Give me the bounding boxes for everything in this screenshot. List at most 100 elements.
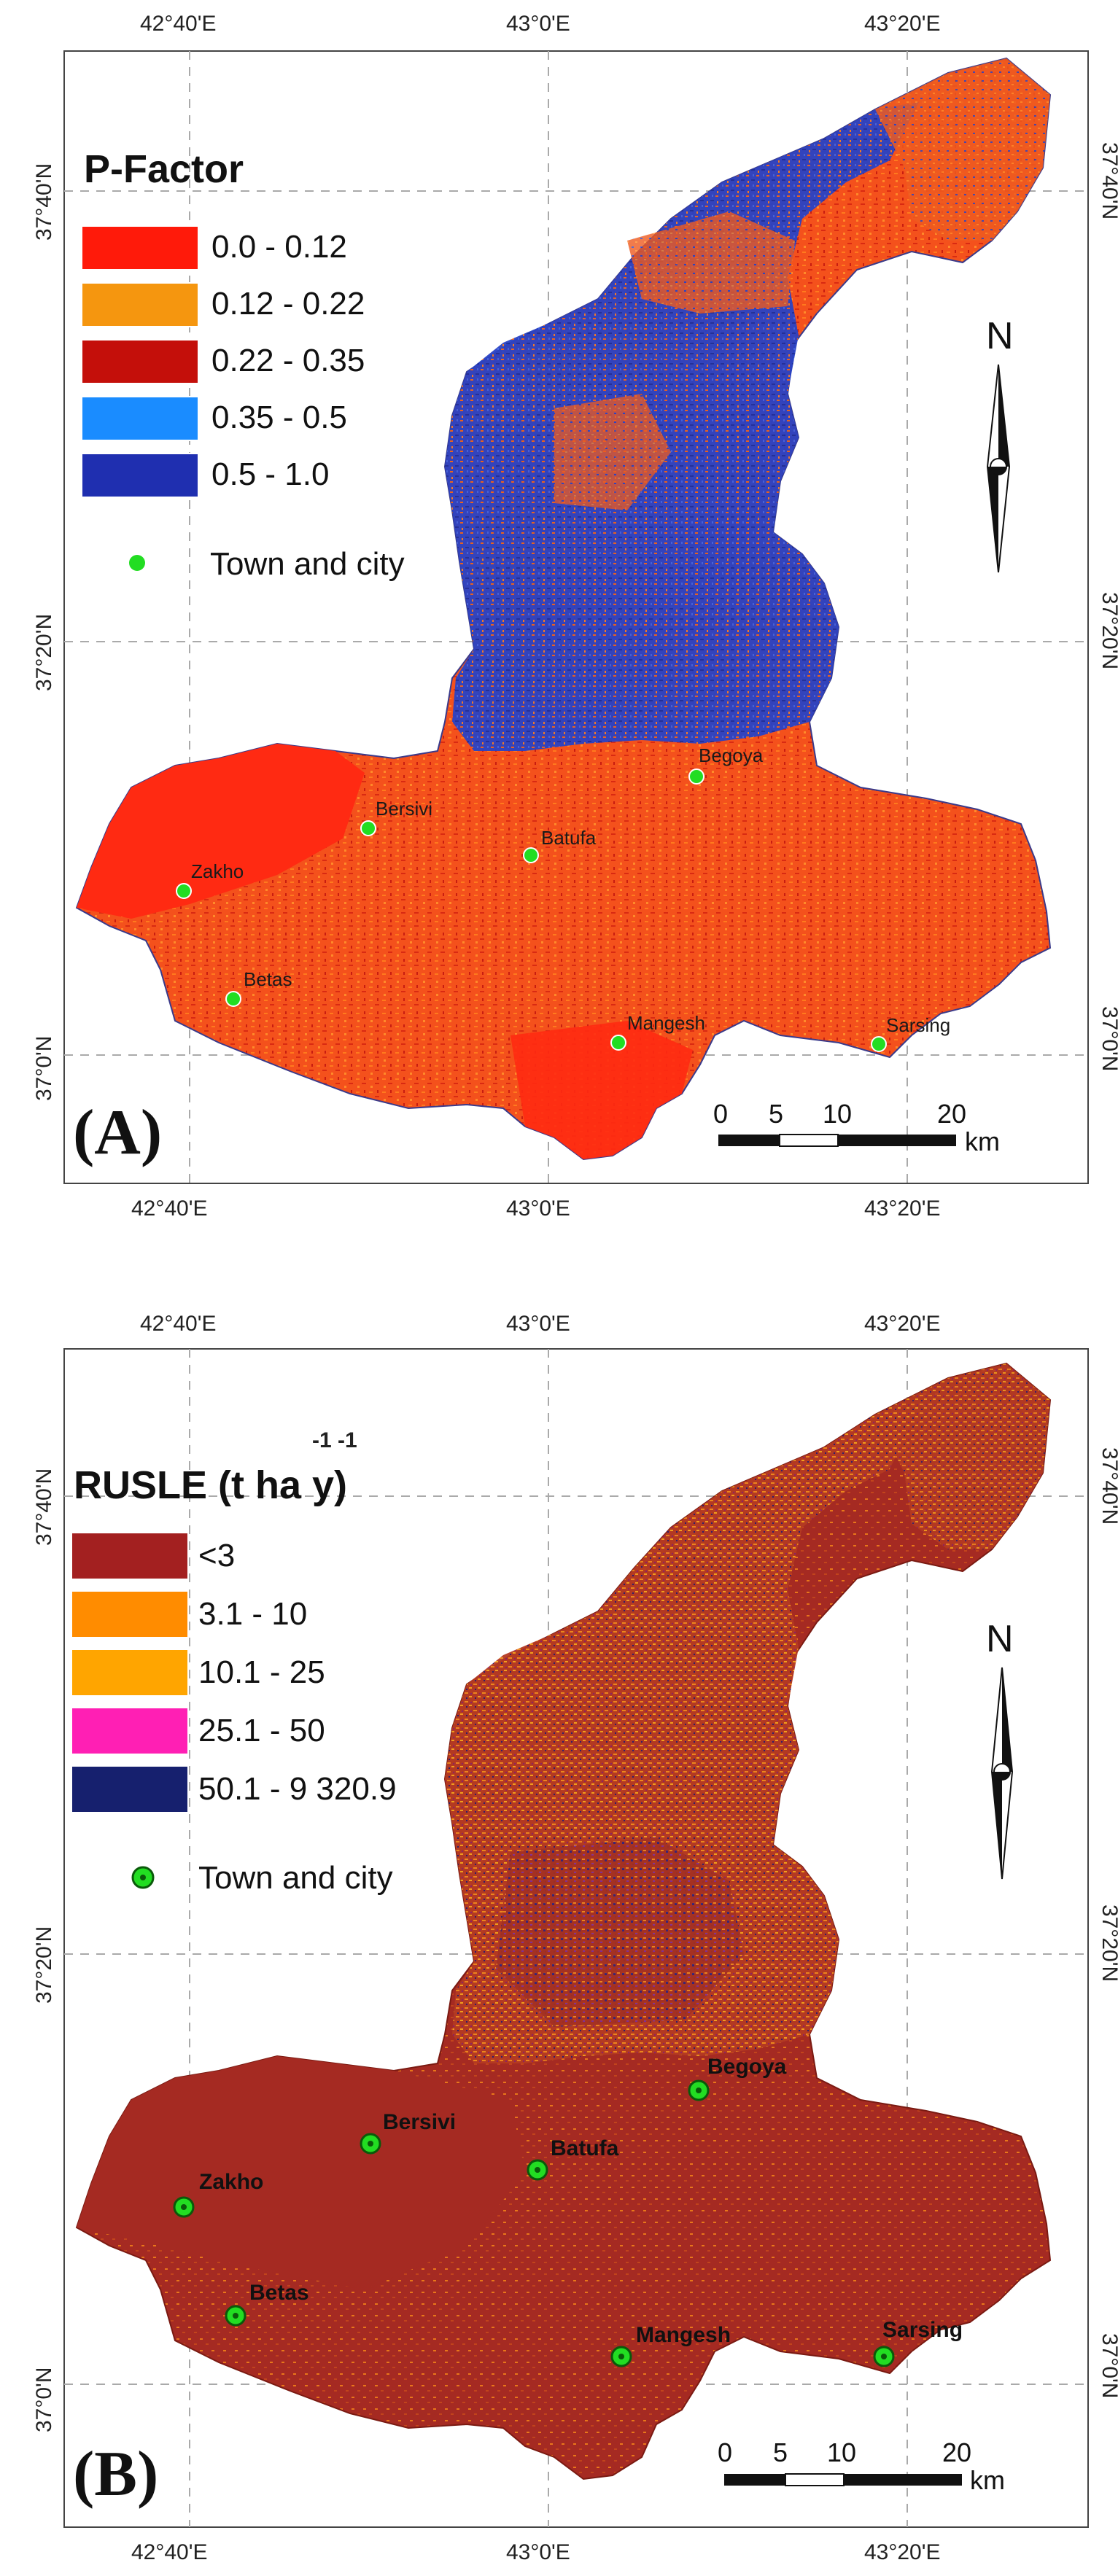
scale-unit: km bbox=[965, 1126, 1000, 1156]
towns-layer: Begoya Bersivi Batufa Zakho Betas bbox=[173, 2055, 963, 2367]
legend-swatch bbox=[81, 339, 199, 384]
legend-town-entry: Town and city bbox=[129, 546, 405, 582]
axis-labels: 42°40'E 43°0'E 43°20'E 42°40'E 43°0'E 43… bbox=[32, 12, 1118, 1221]
legend-swatch bbox=[81, 282, 199, 327]
town-sarsing[interactable]: Sarsing bbox=[871, 1014, 950, 1052]
town-label: Zakho bbox=[199, 2170, 263, 2194]
legend-title: RUSLE (t ha y) bbox=[74, 1463, 347, 1507]
lat-tick-right: 37°0'N bbox=[1098, 1006, 1118, 1071]
legend-town-label: Town and city bbox=[210, 546, 405, 582]
axis-labels: 42°40'E 43°0'E 43°20'E 42°40'E 43°0'E 43… bbox=[32, 1312, 1118, 2564]
towns-layer: Begoya Bersivi Batufa Zakho Betas Manges… bbox=[176, 744, 950, 1052]
legend-label: 0.35 - 0.5 bbox=[211, 400, 347, 435]
panel-a-svg: Begoya Bersivi Batufa Zakho Betas Manges… bbox=[32, 12, 1118, 1221]
town-marker-icon bbox=[225, 991, 241, 1007]
lon-tick-top: 43°0'E bbox=[506, 12, 570, 36]
town-betas[interactable]: Betas bbox=[225, 2281, 309, 2327]
legend: RUSLE (t ha y) -1 -1 <3 3.1 - 10 10.1 - 25… bbox=[71, 1428, 397, 1896]
town-label: Sarsing bbox=[886, 1014, 950, 1036]
legend-town-label: Town and city bbox=[198, 1860, 393, 1896]
lat-tick-right: 37°40'N bbox=[1098, 142, 1118, 219]
lon-tick-top: 43°20'E bbox=[864, 1312, 940, 1336]
lat-tick-left: 37°20'N bbox=[32, 1926, 56, 2004]
legend-swatch bbox=[71, 1707, 189, 1755]
town-label: Betas bbox=[249, 2281, 309, 2305]
town-marker-icon bbox=[129, 555, 145, 571]
legend-swatch bbox=[81, 225, 199, 271]
lon-tick-bottom: 42°40'E bbox=[131, 2540, 207, 2564]
scale-label: 20 bbox=[942, 2437, 971, 2467]
panel-label: (B) bbox=[73, 2439, 158, 2510]
basin-raster bbox=[75, 57, 1052, 1161]
town-bersivi[interactable]: Bersivi bbox=[360, 798, 432, 836]
lon-tick-bottom: 42°40'E bbox=[131, 1196, 207, 1221]
lon-tick-top: 42°40'E bbox=[140, 12, 216, 36]
legend-label: 10.1 - 25 bbox=[198, 1654, 325, 1690]
lat-tick-left: 37°0'N bbox=[32, 2367, 56, 2432]
town-label: Begoya bbox=[699, 744, 764, 766]
town-batufa[interactable]: Batufa bbox=[527, 2136, 619, 2181]
town-batufa[interactable]: Batufa bbox=[523, 827, 597, 863]
town-zakho[interactable]: Zakho bbox=[176, 860, 244, 899]
lon-tick-bottom: 43°0'E bbox=[506, 1196, 570, 1221]
panel-b-svg: Begoya Bersivi Batufa Zakho Betas bbox=[32, 1312, 1118, 2564]
scale-bar: 0 5 10 20 km bbox=[718, 2437, 1005, 2495]
lon-tick-top: 43°20'E bbox=[864, 12, 940, 36]
basin-raster bbox=[75, 1362, 1052, 2480]
legend-label: 3.1 - 10 bbox=[198, 1596, 307, 1632]
lon-tick-bottom: 43°0'E bbox=[506, 2540, 570, 2564]
legend-swatch bbox=[81, 396, 199, 441]
town-betas[interactable]: Betas bbox=[225, 968, 292, 1007]
legend: P-Factor 0.0 - 0.12 0.12 - 0.22 0.22 - 0.3… bbox=[81, 147, 405, 582]
panel-label: (A) bbox=[73, 1097, 162, 1168]
town-bersivi[interactable]: Bersivi bbox=[360, 2110, 456, 2155]
scale-label: 5 bbox=[773, 2437, 788, 2467]
scale-label: 10 bbox=[823, 1099, 852, 1129]
town-zakho[interactable]: Zakho bbox=[173, 2170, 263, 2218]
town-label: Zakho bbox=[191, 860, 244, 882]
legend-swatch bbox=[71, 1590, 189, 1638]
north-label: N bbox=[986, 1618, 1014, 1660]
town-label: Sarsing bbox=[882, 2318, 963, 2342]
lat-tick-left: 37°40'N bbox=[32, 163, 56, 241]
town-label: Mangesh bbox=[636, 2323, 731, 2347]
town-marker-icon bbox=[871, 1036, 887, 1052]
legend-swatch bbox=[71, 1649, 189, 1697]
town-marker-icon bbox=[360, 820, 376, 836]
lat-tick-right: 37°0'N bbox=[1098, 2333, 1118, 2398]
lat-tick-right: 37°40'N bbox=[1098, 1447, 1118, 1525]
legend-label: 0.0 - 0.12 bbox=[211, 229, 347, 265]
legend-title-superscript: -1 -1 bbox=[312, 1428, 357, 1452]
north-arrow: N bbox=[986, 315, 1014, 573]
legend-label: 50.1 - 9 320.9 bbox=[198, 1771, 397, 1807]
scale-unit: km bbox=[970, 2465, 1005, 2495]
scale-label: 10 bbox=[827, 2437, 856, 2467]
scale-bar: 0 5 10 20 km bbox=[713, 1099, 1000, 1156]
north-label: N bbox=[986, 315, 1014, 357]
town-mangesh[interactable]: Mangesh bbox=[610, 2323, 731, 2367]
scale-label: 0 bbox=[718, 2437, 732, 2467]
town-marker-icon bbox=[688, 768, 704, 785]
town-label: Begoya bbox=[707, 2055, 787, 2079]
scale-label: 20 bbox=[937, 1099, 966, 1129]
town-marker-icon bbox=[610, 1035, 626, 1051]
town-begoya[interactable]: Begoya bbox=[688, 744, 764, 785]
lat-tick-left: 37°0'N bbox=[32, 1036, 56, 1101]
lon-tick-top: 42°40'E bbox=[140, 1312, 216, 1336]
town-label: Betas bbox=[244, 968, 292, 990]
legend-label: <3 bbox=[198, 1538, 235, 1573]
town-mangesh[interactable]: Mangesh bbox=[610, 1012, 705, 1051]
town-sarsing[interactable]: Sarsing bbox=[873, 2318, 963, 2367]
town-begoya[interactable]: Begoya bbox=[688, 2055, 787, 2101]
legend-town-entry: Town and city bbox=[131, 1860, 393, 1896]
town-marker-icon bbox=[523, 847, 539, 863]
legend-swatch bbox=[71, 1765, 189, 1813]
town-label: Mangesh bbox=[627, 1012, 705, 1034]
scale-label: 0 bbox=[713, 1099, 728, 1129]
legend-items: 0.0 - 0.12 0.12 - 0.22 0.22 - 0.35 0.35 - 0… bbox=[81, 225, 365, 498]
town-label: Bersivi bbox=[383, 2110, 456, 2134]
town-label: Batufa bbox=[551, 2136, 619, 2160]
lat-tick-left: 37°40'N bbox=[32, 1468, 56, 1546]
town-marker-icon bbox=[176, 883, 192, 899]
panel-a-pfactor-map: Begoya Bersivi Batufa Zakho Betas Manges… bbox=[0, 0, 1118, 1232]
